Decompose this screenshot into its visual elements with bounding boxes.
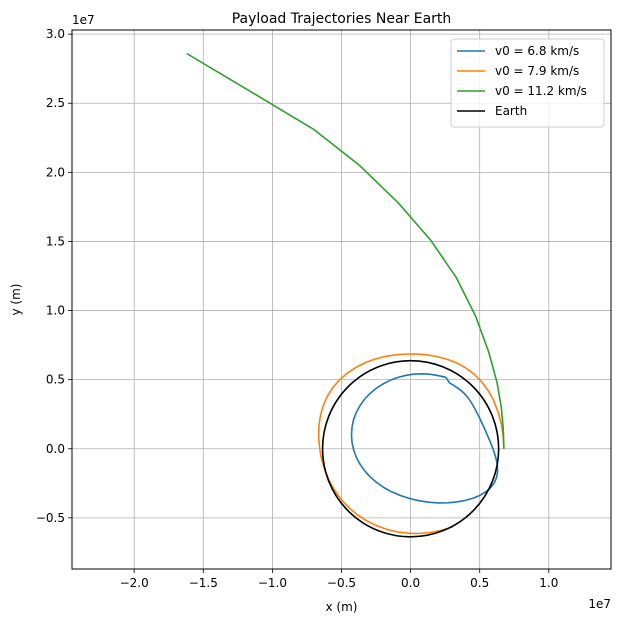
chart-title: Payload Trajectories Near Earth (232, 11, 452, 27)
legend-label: v0 = 11.2 km/s (495, 84, 587, 98)
x-tick-label: 0.5 (470, 576, 489, 590)
legend-label: v0 = 6.8 km/s (495, 44, 579, 58)
x-tick-label: −1.5 (189, 576, 218, 590)
y-tick-label: 1.0 (46, 304, 65, 318)
y-tick-label: 0.0 (46, 442, 65, 456)
series-line (186, 52, 505, 449)
y-tick-label: −0.5 (36, 511, 65, 525)
legend-label: v0 = 7.9 km/s (495, 64, 579, 78)
series-layer (186, 52, 505, 538)
y-tick-label: 0.5 (46, 373, 65, 387)
legend-label: Earth (495, 104, 527, 118)
x-tick-label: −1.0 (258, 576, 287, 590)
x-tick-label: 1.0 (539, 576, 558, 590)
legend: v0 = 6.8 km/s v0 = 7.9 km/s v0 = 11.2 km/s… (450, 38, 605, 128)
x-tick-label: −2.0 (120, 576, 149, 590)
series-line (350, 372, 499, 504)
ticks: −2.0 −1.5 −1.0 −0.5 0.0 0.5 1.0 −0.5 0.0 0.5 1.0 1.… (36, 27, 558, 590)
y-tick-label: 1.5 (46, 234, 65, 248)
y-axis-label: y (m) (9, 284, 23, 316)
legend-box (450, 38, 605, 128)
series-line (317, 353, 505, 535)
y-axis-offset-text: 1e7 (72, 13, 95, 27)
y-tick-label: 2.5 (46, 96, 65, 110)
earth-circle (321, 359, 500, 538)
y-tick-label: 2.0 (46, 165, 65, 179)
x-axis-label: x (m) (326, 600, 358, 614)
x-axis-offset-text: 1e7 (588, 597, 611, 611)
x-tick-label: 0.0 (401, 576, 420, 590)
x-tick-label: −0.5 (327, 576, 356, 590)
y-tick-label: 3.0 (46, 27, 65, 41)
